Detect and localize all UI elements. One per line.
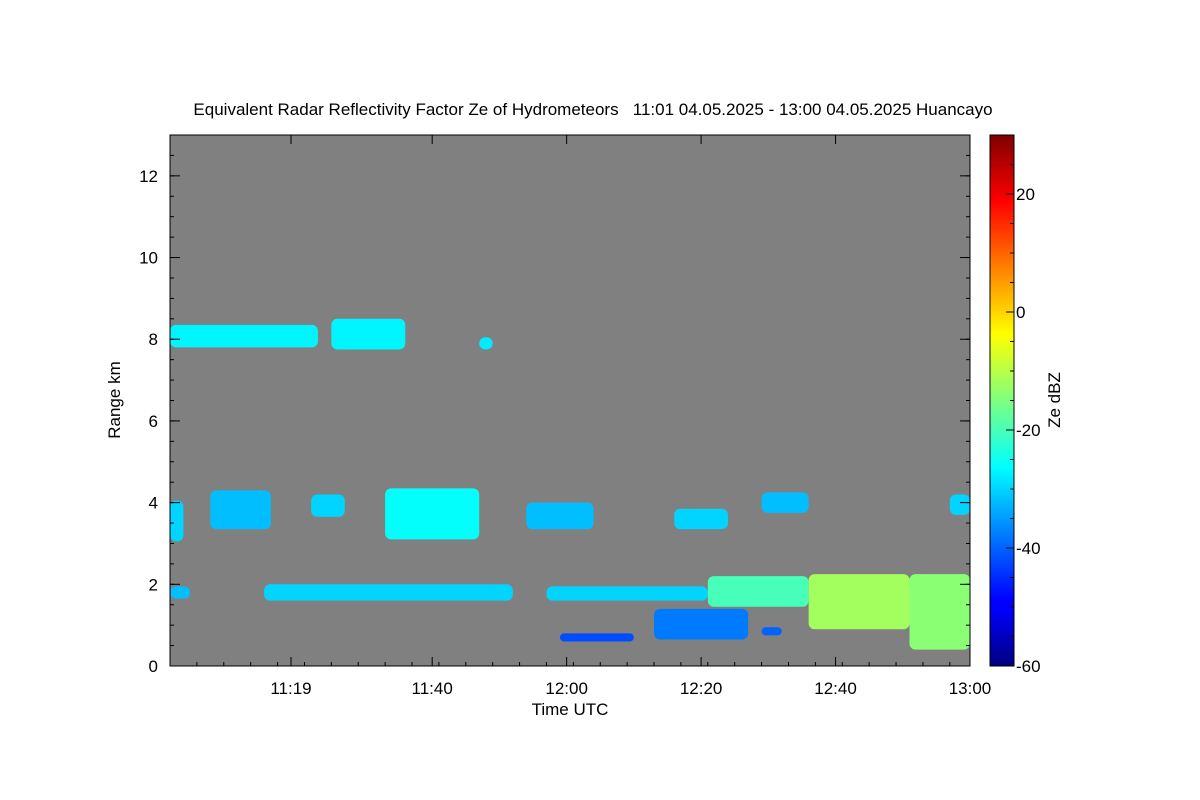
echo-region bbox=[674, 508, 728, 530]
x-axis-label: Time UTC bbox=[532, 700, 609, 719]
chart-title: Equivalent Radar Reflectivity Factor Ze … bbox=[193, 100, 992, 119]
echo-region bbox=[331, 318, 406, 350]
echo-region bbox=[479, 337, 493, 350]
echo-region bbox=[170, 500, 184, 542]
echo-region bbox=[949, 494, 970, 515]
echo-region bbox=[761, 627, 782, 636]
x-tick-label: 12:20 bbox=[680, 679, 723, 698]
echo-region bbox=[761, 492, 809, 513]
y-tick-label: 4 bbox=[149, 494, 158, 513]
colorbar-axis: -60 -40 -20 0 20 bbox=[1006, 134, 1041, 676]
y-tick-label: 10 bbox=[139, 249, 158, 268]
x-tick-label: 12:40 bbox=[814, 679, 857, 698]
echo-region bbox=[559, 633, 634, 642]
echo-region bbox=[170, 324, 318, 348]
echo-region bbox=[707, 576, 809, 607]
echo-layer bbox=[170, 318, 970, 650]
echo-region bbox=[311, 494, 345, 517]
echo-region bbox=[909, 574, 970, 650]
echo-region bbox=[170, 586, 191, 599]
y-tick-label: 12 bbox=[139, 167, 158, 186]
echo-region bbox=[654, 608, 749, 640]
y-tick-label: 0 bbox=[149, 657, 158, 676]
echo-region bbox=[385, 488, 480, 540]
y-tick-label: 2 bbox=[149, 575, 158, 594]
colorbar-label: Ze dBZ bbox=[1045, 372, 1064, 428]
echo-region bbox=[546, 586, 708, 601]
colorbar-tick-label: 0 bbox=[1016, 303, 1025, 322]
echo-region bbox=[808, 574, 910, 630]
echo-region bbox=[526, 502, 594, 530]
y-axis: 0 2 4 6 8 10 12 bbox=[139, 134, 970, 676]
x-tick-label: 11:19 bbox=[270, 679, 311, 698]
echo-region bbox=[210, 490, 271, 530]
x-tick-label: 13:00 bbox=[949, 679, 992, 698]
x-axis: 11:19 11:40 12:00 12:20 12:40 13:00 bbox=[169, 135, 992, 698]
colorbar-tick-label: 20 bbox=[1016, 185, 1035, 204]
x-tick-label: 11:40 bbox=[412, 679, 453, 698]
y-tick-label: 6 bbox=[149, 412, 158, 431]
colorbar-tick-label: -20 bbox=[1016, 421, 1041, 440]
colorbar-tick-label: -40 bbox=[1016, 539, 1041, 558]
echo-region bbox=[264, 584, 513, 601]
colorbar-tick-label: -60 bbox=[1016, 657, 1041, 676]
y-axis-label: Range km bbox=[105, 361, 124, 438]
y-tick-label: 8 bbox=[149, 330, 158, 349]
x-tick-label: 12:00 bbox=[545, 679, 588, 698]
